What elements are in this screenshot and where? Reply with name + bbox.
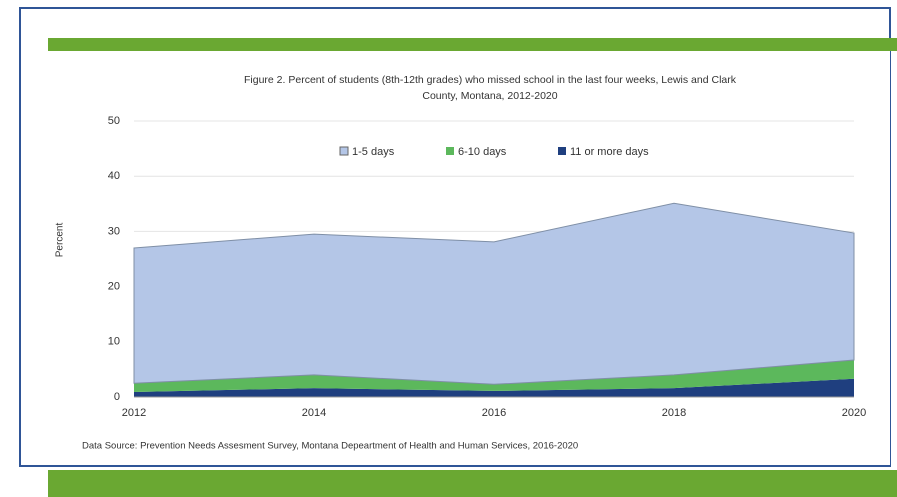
x-tick-label: 2018: [662, 407, 686, 419]
legend-swatch: [558, 147, 566, 155]
y-axis-label: Percent: [55, 223, 66, 258]
x-tick-label: 2016: [482, 407, 506, 419]
y-tick-label: 40: [108, 170, 120, 182]
area: [133, 202, 855, 385]
chart-title: County, Montana, 2012-2020: [422, 90, 557, 102]
x-tick-label: 2012: [122, 407, 146, 419]
area: [134, 360, 854, 393]
y-tick-label: 10: [108, 336, 120, 348]
legend-swatch: [446, 147, 454, 155]
x-tick-label: 2014: [302, 407, 326, 419]
legend-label: 11 or more days: [570, 146, 649, 158]
top-band: [48, 38, 897, 51]
y-tick-label: 30: [108, 225, 120, 237]
legend-swatch: [339, 146, 349, 156]
area: [134, 378, 854, 397]
x-tick-label: 2020: [842, 407, 866, 419]
legend-label: 6-10 days: [458, 146, 507, 158]
source: Data Source: Prevention Needs Assesment …: [82, 441, 578, 452]
chart-title: Figure 2. Percent of students (8th-12th …: [244, 74, 737, 86]
y-tick-label: 20: [108, 281, 120, 293]
bottom-band: [48, 470, 897, 497]
legend-label: 1-5 days: [352, 146, 395, 158]
y-tick-label: 50: [108, 115, 120, 127]
y-tick-label: 0: [114, 391, 120, 403]
